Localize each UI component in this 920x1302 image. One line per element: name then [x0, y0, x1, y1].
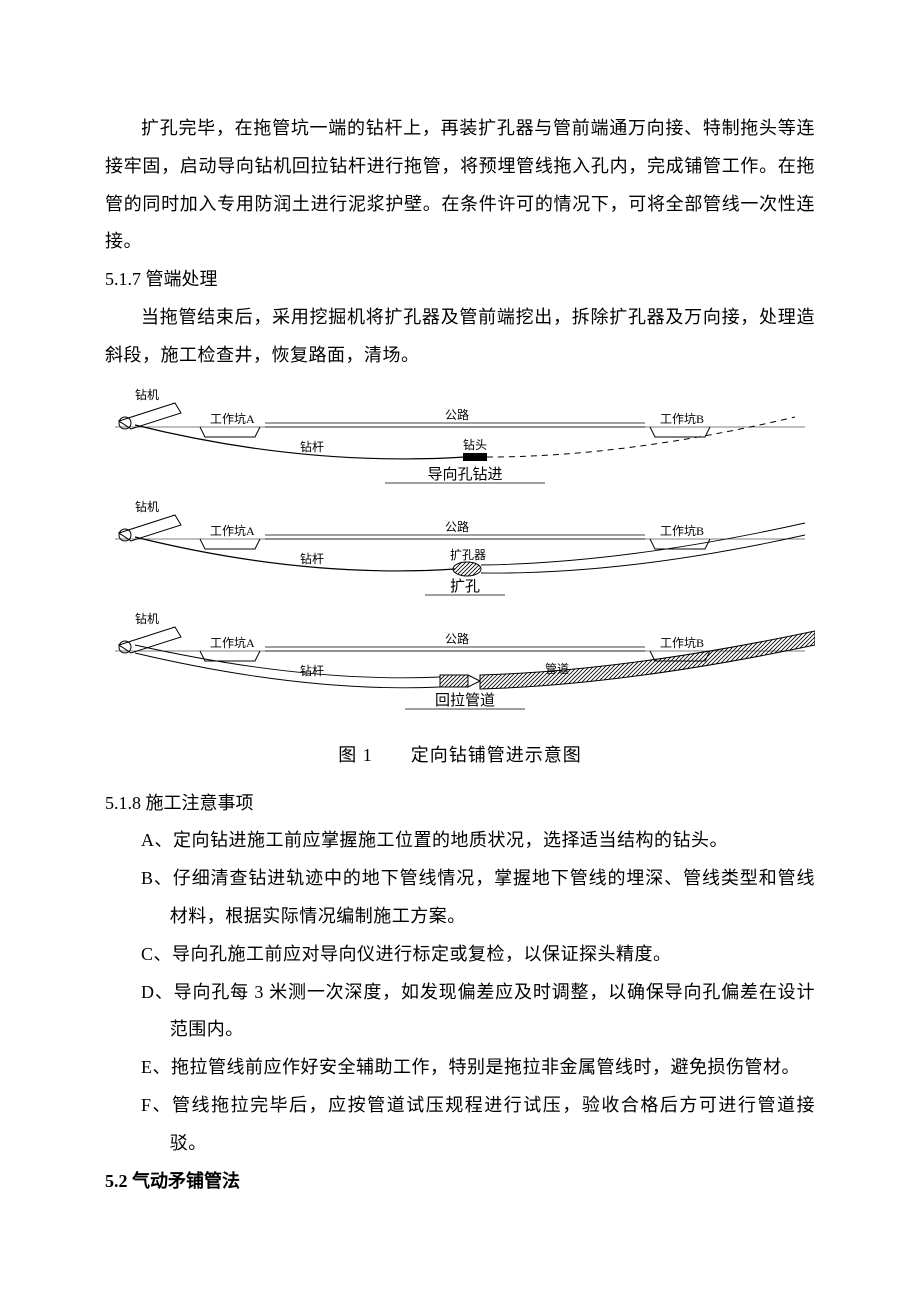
label-pitb-1: 工作坑B — [660, 411, 704, 426]
label-pita-3: 工作坑A — [210, 635, 255, 650]
label-stage-3: 回拉管道 — [435, 692, 495, 709]
list-item-f: F、管线拖拉完毕后，应按管道试压规程进行试压，验收合格后方可进行管道接驳。 — [105, 1087, 815, 1163]
heading-5-2: 5.2 气动矛铺管法 — [105, 1163, 815, 1201]
list-item-a: A、定向钻进施工前应掌握施工位置的地质状况，选择适当结构的钻头。 — [105, 822, 815, 860]
label-drill-1: 钻机 — [135, 387, 159, 402]
label-reamer-2: 扩孔器 — [450, 548, 486, 562]
label-rod-3: 钻杆 — [300, 663, 324, 678]
label-road-1: 公路 — [445, 407, 469, 422]
label-rod-2: 钻杆 — [300, 551, 324, 566]
paragraph-intro: 扩孔完毕，在拖管坑一端的钻杆上，再装扩孔器与管前端通万向接、特制拖头等连接牢固，… — [105, 110, 815, 261]
label-rod-1: 钻杆 — [300, 439, 324, 454]
document-page: 扩孔完毕，在拖管坑一端的钻杆上，再装扩孔器与管前端通万向接、特制拖头等连接牢固，… — [0, 0, 920, 1302]
drilling-diagram-svg: 钻机 工作坑A 公路 工作坑B 钻杆 钻头 — [105, 387, 815, 717]
label-drill-2: 钻机 — [135, 499, 159, 514]
paragraph-guanduan: 当拖管结束后，采用挖掘机将扩孔器及管前端挖出，拆除扩孔器及万向接，处理造斜段，施… — [105, 299, 815, 375]
label-road-3: 公路 — [445, 631, 469, 646]
list-item-e: E、拖拉管线前应作好安全辅助工作，特别是拖拉非金属管线时，避免损伤管材。 — [105, 1049, 815, 1087]
label-bit-1: 钻头 — [463, 437, 487, 452]
label-pitb-3: 工作坑B — [660, 635, 704, 650]
list-item-b: B、仔细清查钻进轨迹中的地下管线情况，掌握地下管线的埋深、管线类型和管线材料，根… — [105, 860, 815, 936]
figure-1-diagram: 钻机 工作坑A 公路 工作坑B 钻杆 钻头 — [105, 387, 815, 717]
list-item-d: D、导向孔每 3 米测一次深度，如发现偏差应及时调整，以确保导向孔偏差在设计范围… — [105, 974, 815, 1050]
label-pita-2: 工作坑A — [210, 523, 255, 538]
label-stage-2: 扩孔 — [450, 578, 480, 595]
label-road-2: 公路 — [445, 519, 469, 534]
label-pita-1: 工作坑A — [210, 411, 255, 426]
label-stage-1: 导向孔钻进 — [427, 466, 502, 483]
label-pipe-3: 管道 — [545, 661, 569, 676]
heading-5-1-7: 5.1.7 管端处理 — [105, 261, 815, 299]
list-item-c: C、导向孔施工前应对导向仪进行标定或复检，以保证探头精度。 — [105, 936, 815, 974]
label-drill-3: 钻机 — [135, 611, 159, 626]
figure-1-caption: 图 1 定向钻铺管进示意图 — [105, 741, 815, 767]
label-pitb-2: 工作坑B — [660, 523, 704, 538]
heading-5-1-8: 5.1.8 施工注意事项 — [105, 785, 815, 823]
